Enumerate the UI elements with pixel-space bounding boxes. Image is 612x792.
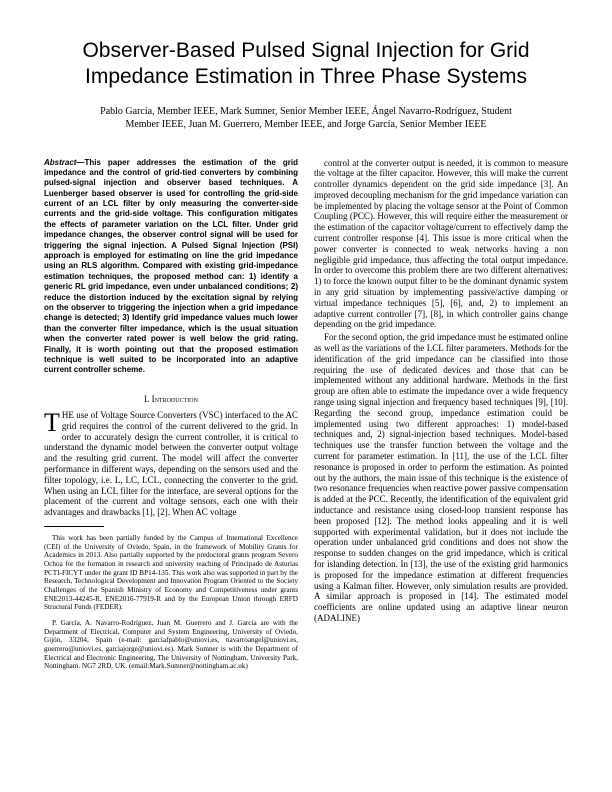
- col2-paragraph-1: control at the converter output is neede…: [314, 158, 568, 331]
- two-column-body: Abstract—This paper addresses the estima…: [44, 158, 568, 733]
- footnote-funding: This work has been partially funded by t…: [44, 534, 298, 612]
- col2-paragraph-2: For the second option, the grid impedanc…: [314, 332, 568, 624]
- paper-title: Observer-Based Pulsed Signal Injection f…: [44, 38, 568, 91]
- author-block: Pablo García, Member IEEE, Mark Sumner, …: [44, 105, 568, 132]
- section-heading-intro: I. Introduction: [44, 394, 298, 404]
- authors-line-1: Pablo García, Member IEEE, Mark Sumner, …: [100, 106, 512, 117]
- authors-line-2: Member IEEE, Juan M. Guerrero, Member IE…: [125, 119, 486, 130]
- intro-p1-text: HE use of Voltage Source Converters (VSC…: [44, 410, 298, 517]
- footnote-affiliation: P. García, A. Navarro-Rodríguez, Juan M.…: [44, 619, 298, 671]
- abstract-block: Abstract—This paper addresses the estima…: [44, 158, 298, 376]
- intro-paragraph-1: THE use of Voltage Source Converters (VS…: [44, 410, 298, 518]
- footnote-separator: [44, 526, 104, 527]
- abstract-label: Abstract—: [44, 158, 84, 167]
- dropcap-letter: T: [44, 410, 62, 434]
- abstract-text: This paper addresses the estimation of t…: [44, 158, 298, 375]
